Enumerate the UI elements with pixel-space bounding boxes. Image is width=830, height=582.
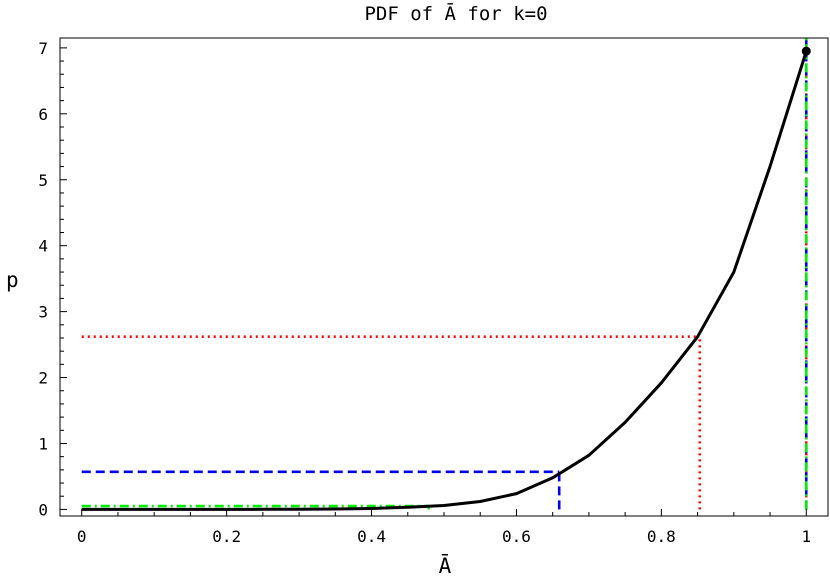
- x-tick-label: 0.2: [212, 527, 241, 546]
- x-tick-label: 0: [77, 527, 87, 546]
- y-axis-label: p: [6, 268, 19, 292]
- x-tick-label: 0.6: [502, 527, 531, 546]
- x-tick-label: 1: [801, 527, 811, 546]
- curve-endpoint: [801, 46, 811, 56]
- y-tick-label: 4: [38, 237, 48, 256]
- x-axis-label: Ā: [439, 554, 452, 578]
- x-tick-label: 0.8: [647, 527, 676, 546]
- pdf-curve: [81, 50, 808, 511]
- x-tick-label: 0.4: [357, 527, 386, 546]
- y-tick-label: 0: [38, 500, 48, 519]
- y-tick-label: 5: [38, 171, 48, 190]
- y-tick-label: 1: [38, 434, 48, 453]
- x-axis-ticks: 0 0.2 0.4 0.6 0.8 1: [77, 509, 811, 546]
- chart-title: PDF of Ā for k=0: [364, 1, 547, 25]
- plot-frame: [59, 37, 829, 517]
- reference-lines: [81, 38, 808, 510]
- y-tick-label: 2: [38, 369, 48, 388]
- y-axis-ticks: 0 1 2 3 4 5 6 7: [38, 39, 67, 519]
- y-tick-label: 3: [38, 303, 48, 322]
- curve-layer: [81, 46, 811, 511]
- y-tick-label: 6: [38, 105, 48, 124]
- y-tick-label: 7: [38, 39, 48, 58]
